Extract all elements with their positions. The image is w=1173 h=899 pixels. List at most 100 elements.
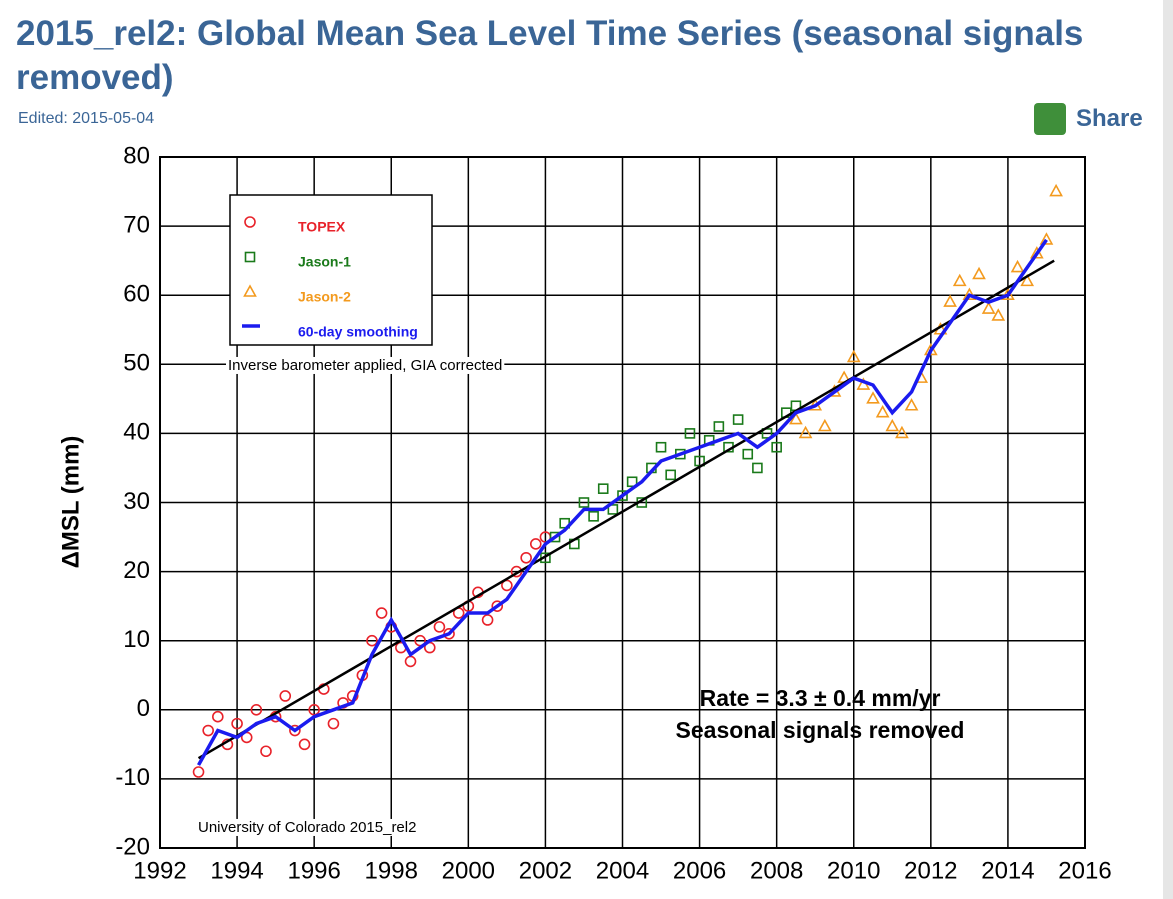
point [192, 766, 205, 778]
edited-date: Edited: 2015-05-04 [18, 110, 155, 127]
point [875, 405, 890, 418]
y-tick-label: 10 [123, 626, 150, 653]
point [771, 441, 782, 453]
point [327, 717, 340, 730]
point [617, 490, 628, 501]
annotation-bg [196, 818, 419, 836]
point [1010, 259, 1025, 273]
point [904, 398, 919, 411]
x-tick-label: 2014 [981, 857, 1034, 884]
point [885, 418, 900, 432]
point [597, 483, 609, 494]
legend-swatch [244, 216, 256, 228]
point [943, 294, 957, 307]
legend-label: Jason-2 [298, 289, 351, 305]
share-icon[interactable] [1034, 103, 1066, 135]
annotation: Seasonal signals removed [676, 717, 965, 743]
point [375, 607, 388, 619]
point [298, 738, 311, 751]
point [752, 462, 763, 474]
share-label[interactable]: Share [1076, 105, 1143, 132]
x-tick-label: 1996 [287, 857, 340, 884]
x-tick-label: 2010 [827, 857, 880, 884]
point [260, 745, 272, 758]
y-tick-label: 80 [123, 142, 150, 169]
y-axis-label: ΔMSL (mm) [57, 436, 84, 569]
smoothing-line [197, 238, 1048, 766]
x-tick-label: 1994 [210, 857, 263, 884]
point [846, 349, 861, 363]
point [250, 703, 263, 716]
point [289, 724, 301, 737]
x-tick-label: 1992 [133, 857, 186, 884]
point [895, 425, 909, 439]
point [212, 710, 224, 723]
frame-edge [1163, 0, 1173, 899]
y-tick-label: 70 [123, 211, 150, 238]
point [588, 511, 599, 522]
y-tick-label: -10 [115, 764, 150, 791]
point [952, 273, 967, 287]
x-tick-label: 2016 [1058, 857, 1111, 884]
annotation: Rate = 3.3 ± 0.4 mm/yr [700, 685, 941, 711]
annotation: University of Colorado 2015_rel2 [198, 819, 416, 836]
legend-label: 60-day smoothing [298, 324, 418, 340]
point [798, 425, 813, 439]
y-tick-label: 50 [123, 350, 150, 377]
point [742, 448, 754, 460]
point [433, 621, 446, 633]
legend-label: TOPEX [298, 219, 346, 235]
x-tick-label: 1998 [365, 857, 418, 884]
point [202, 724, 214, 737]
x-tick-label: 2000 [442, 857, 495, 884]
point [520, 551, 532, 564]
point [279, 690, 292, 702]
point [991, 308, 1006, 321]
point [981, 301, 996, 314]
point [578, 497, 590, 508]
point [713, 421, 725, 432]
x-tick-label: 2008 [750, 857, 803, 884]
point [1049, 183, 1063, 197]
point [732, 414, 744, 425]
page-title: 2015_rel2: Global Mean Sea Level Time Se… [16, 14, 1084, 97]
point [491, 600, 504, 612]
point [529, 538, 542, 550]
point [308, 703, 320, 716]
y-tick-label: -20 [115, 833, 150, 860]
point [1039, 232, 1054, 245]
legend-swatch [243, 284, 257, 297]
point [501, 579, 513, 592]
point [1020, 273, 1035, 287]
annotation-bg [226, 356, 505, 374]
point [549, 531, 561, 543]
point [789, 411, 803, 425]
point [481, 614, 494, 626]
x-tick-label: 2006 [673, 857, 726, 884]
x-tick-label: 2002 [519, 857, 572, 884]
y-tick-label: 20 [123, 557, 150, 584]
point [665, 469, 676, 481]
legend-label: Jason-1 [298, 254, 351, 270]
point [231, 717, 243, 730]
legend-box [229, 194, 433, 346]
point [972, 266, 986, 280]
trend-line [197, 259, 1055, 760]
x-tick-label: 2012 [904, 857, 957, 884]
annotation: Inverse barometer applied, GIA corrected [228, 357, 502, 374]
point [607, 504, 619, 515]
share-button[interactable]: Share [1034, 103, 1143, 135]
point [684, 428, 696, 439]
point [366, 634, 378, 647]
legend-swatch [244, 251, 256, 263]
y-tick-label: 40 [123, 419, 150, 446]
point [962, 287, 977, 301]
y-tick-label: 0 [137, 695, 150, 722]
point [655, 441, 667, 453]
y-tick-label: 30 [123, 488, 150, 515]
y-tick-label: 60 [123, 281, 150, 308]
point [817, 418, 832, 432]
point [866, 391, 880, 404]
